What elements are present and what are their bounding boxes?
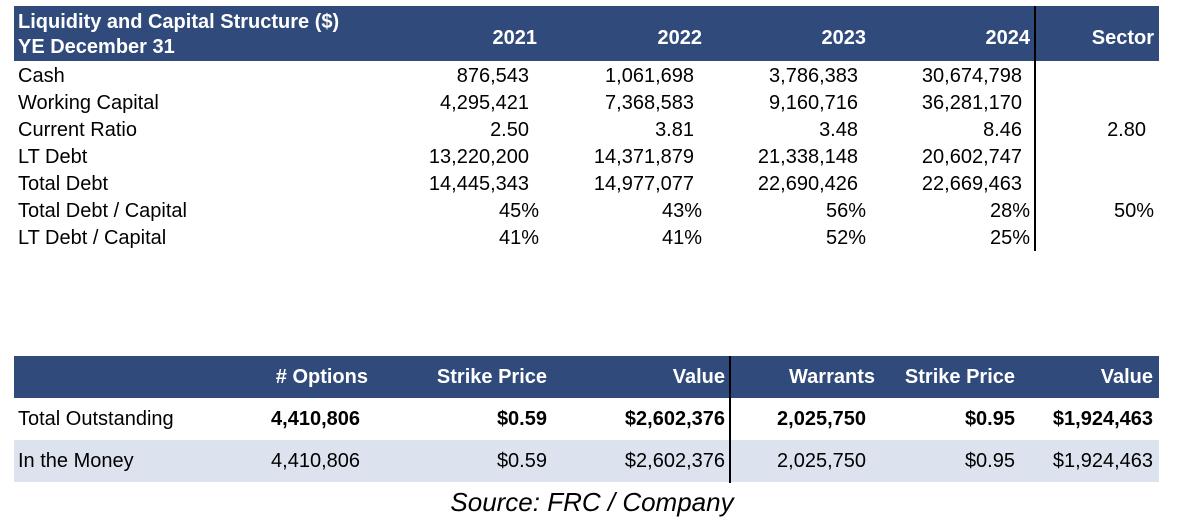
column-divider [1034,6,1036,251]
cell-2022: 1,061,698 [605,65,694,87]
cell-2022: 41% [661,227,702,249]
cell-2024: 36,281,170 [921,92,1022,114]
cell-2021: 45% [498,200,539,222]
row-label: Current Ratio [18,119,137,141]
cell-2024: 8.46 [983,119,1022,141]
warrants-strike: $0.95 [964,408,1015,430]
cell-2023: 3.48 [819,119,858,141]
table-row: Total Outstanding 4,410,806 $0.59 $2,602… [14,398,1159,440]
cell-sector: 2.80 [1107,119,1146,141]
table-row: Total Debt 14,445,343 14,977,077 22,690,… [14,170,1159,197]
strike-price-header: Strike Price [436,366,547,388]
sector-header: Sector [1091,27,1154,49]
cell-2023: 22,690,426 [757,173,858,195]
row-label: Total Debt [18,173,109,195]
cell-2023: 56% [825,200,866,222]
cell-2021: 13,220,200 [428,146,529,168]
warrants-count: 2,025,750 [777,408,866,430]
year-header-2024: 2024 [985,27,1031,49]
cell-2023: 21,338,148 [757,146,858,168]
row-label: LT Debt / Capital [18,227,167,249]
options-strike: $0.59 [496,408,547,430]
table-row: In the Money 4,410,806 $0.59 $2,602,376 … [14,440,1159,482]
cell-2021: 14,445,343 [428,173,529,195]
year-header-2021: 2021 [492,27,538,49]
cell-2022: 3.81 [655,119,694,141]
warrants-value: $1,924,463 [1052,408,1153,430]
row-label: Total Outstanding [18,408,174,430]
column-divider [729,356,731,483]
table-row: Working Capital 4,295,421 7,368,583 9,16… [14,89,1159,116]
table-subtitle: YE December 31 [18,36,175,58]
cell-2023: 3,786,383 [769,65,858,87]
cell-2022: 14,977,077 [593,173,694,195]
options-warrants-header: # Options Strike Price Value Warrants St… [14,356,1159,398]
row-label: Cash [18,65,65,87]
options-header: # Options [275,366,368,388]
cell-2024: 25% [989,227,1030,249]
warrants-value-header: Value [1100,366,1153,388]
warrant-strike-price-header: Strike Price [904,366,1015,388]
options-value-header: Value [672,366,725,388]
year-header-2022: 2022 [657,27,703,49]
capital-structure-header: Liquidity and Capital Structure ($) YE D… [14,6,1159,61]
row-label: Working Capital [18,92,159,114]
year-header-2023: 2023 [821,27,867,49]
cell-2021: 2.50 [490,119,529,141]
options-count: 4,410,806 [271,408,360,430]
cell-2024: 30,674,798 [921,65,1022,87]
options-count: 4,410,806 [271,450,360,472]
table-row: LT Debt / Capital 41% 41% 52% 25% [14,224,1159,251]
cell-2021: 876,543 [456,65,529,87]
cell-2021: 41% [498,227,539,249]
options-value: $2,602,376 [624,408,725,430]
cell-sector: 50% [1113,200,1154,222]
warrants-value: $1,924,463 [1052,450,1153,472]
table-row: LT Debt 13,220,200 14,371,879 21,338,148… [14,143,1159,170]
cell-2022: 43% [661,200,702,222]
table-row: Cash 876,543 1,061,698 3,786,383 30,674,… [14,62,1159,89]
cell-2022: 7,368,583 [605,92,694,114]
options-strike: $0.59 [496,450,547,472]
table-row: Total Debt / Capital 45% 43% 56% 28% 50% [14,197,1159,224]
row-label: In the Money [18,450,134,472]
row-label: Total Debt / Capital [18,200,187,222]
warrants-header: Warrants [789,366,875,388]
cell-2023: 52% [825,227,866,249]
cell-2024: 28% [989,200,1030,222]
row-label: LT Debt [18,146,88,168]
table-title: Liquidity and Capital Structure ($) [18,11,340,33]
cell-2024: 20,602,747 [921,146,1022,168]
cell-2021: 4,295,421 [440,92,529,114]
options-value: $2,602,376 [624,450,725,472]
cell-2022: 14,371,879 [593,146,694,168]
source-caption: Source: FRC / Company [450,487,734,517]
warrants-strike: $0.95 [964,450,1015,472]
table-row: Current Ratio 2.50 3.81 3.48 8.46 2.80 [14,116,1159,143]
cell-2024: 22,669,463 [921,173,1022,195]
cell-2023: 9,160,716 [769,92,858,114]
warrants-count: 2,025,750 [777,450,866,472]
